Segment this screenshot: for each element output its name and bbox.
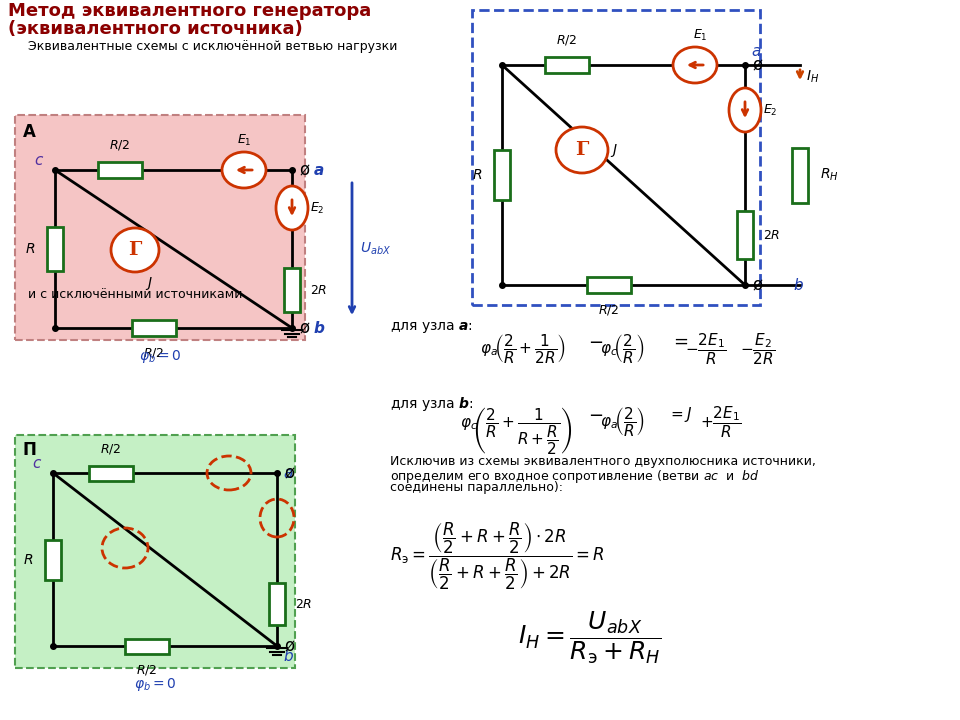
Text: $J$: $J$: [145, 275, 153, 292]
Bar: [98, 162, 142, 178]
Text: $\varphi_c\!\left(\dfrac{2}{R}\right)$: $\varphi_c\!\left(\dfrac{2}{R}\right)$: [600, 332, 644, 365]
Text: ø: ø: [284, 464, 294, 482]
Text: $R$: $R$: [25, 242, 35, 256]
Text: $\varphi_b = 0$: $\varphi_b = 0$: [133, 676, 177, 693]
Text: $R/2$: $R/2$: [143, 346, 164, 360]
Text: $2R$: $2R$: [310, 284, 327, 297]
Ellipse shape: [276, 186, 308, 230]
Text: $I_H = \dfrac{U_{abX}}{R_{\rm э}+R_H}$: $I_H = \dfrac{U_{abX}}{R_{\rm э}+R_H}$: [518, 610, 661, 666]
Bar: [132, 320, 176, 336]
Text: $-\dfrac{2E_1}{R}$: $-\dfrac{2E_1}{R}$: [685, 332, 727, 367]
Ellipse shape: [222, 152, 266, 188]
Text: b: b: [314, 320, 324, 336]
Text: $a$: $a$: [751, 44, 761, 59]
Text: Эквивалентные схемы с исключённой ветвью нагрузки: Эквивалентные схемы с исключённой ветвью…: [28, 40, 397, 53]
Text: $R/2$: $R/2$: [136, 663, 157, 677]
Bar: [15, 115, 305, 340]
Text: ø: ø: [299, 161, 309, 179]
Text: ø: ø: [299, 319, 309, 337]
Text: $=$: $=$: [670, 332, 688, 350]
Bar: [47, 227, 63, 271]
Text: $b$: $b$: [283, 648, 294, 664]
Bar: [15, 435, 295, 668]
Text: $E_2$: $E_2$: [763, 102, 778, 117]
Text: Исключив из схемы эквивалентного двухполюсника источники,: Исключив из схемы эквивалентного двухпол…: [390, 455, 816, 468]
Text: $R$: $R$: [471, 168, 482, 182]
Text: $R/2$: $R/2$: [109, 138, 131, 152]
Text: Метод эквивалентного генератора: Метод эквивалентного генератора: [8, 2, 372, 20]
Text: $2R$: $2R$: [295, 598, 312, 611]
Text: $R_{\rm э} = \dfrac{\left(\dfrac{R}{2}+R+\dfrac{R}{2}\right)\cdot 2R}{\left(\dfr: $R_{\rm э} = \dfrac{\left(\dfrac{R}{2}+R…: [390, 520, 605, 592]
Text: $a$: $a$: [283, 466, 294, 480]
Text: $U_{abX}$: $U_{abX}$: [360, 240, 391, 257]
Text: $+\dfrac{2E_1}{R}$: $+\dfrac{2E_1}{R}$: [700, 405, 741, 441]
Text: $b$: $b$: [793, 277, 804, 293]
Text: $J$: $J$: [610, 142, 618, 158]
Text: соединены параллельно):: соединены параллельно):: [390, 481, 563, 494]
Text: $R_H$: $R_H$: [820, 167, 839, 183]
Bar: [89, 466, 133, 480]
Bar: [545, 57, 589, 73]
Text: $R/2$: $R/2$: [101, 442, 122, 456]
Bar: [494, 150, 510, 200]
Bar: [269, 583, 285, 625]
Text: $-\dfrac{E_2}{2R}$: $-\dfrac{E_2}{2R}$: [740, 332, 775, 367]
Text: $2R$: $2R$: [763, 228, 780, 241]
Bar: [792, 148, 808, 202]
Text: $= J$: $= J$: [668, 405, 693, 424]
Text: $E_1$: $E_1$: [237, 133, 252, 148]
Text: c: c: [33, 456, 41, 471]
Text: $E_1$: $E_1$: [693, 28, 708, 43]
Text: Г: Г: [129, 241, 142, 259]
Text: $R$: $R$: [23, 552, 33, 567]
Text: c: c: [35, 153, 43, 168]
Text: $R/2$: $R/2$: [598, 303, 619, 317]
Bar: [587, 277, 631, 293]
Text: $-$: $-$: [588, 405, 603, 423]
Bar: [125, 639, 169, 654]
Text: определим его входное сопротивление (ветви $ac$  и  $bd$: определим его входное сопротивление (вет…: [390, 468, 759, 485]
Text: $\varphi_b = 0$: $\varphi_b = 0$: [138, 348, 181, 365]
Text: для узла $\boldsymbol{a}$:: для узла $\boldsymbol{a}$:: [390, 320, 473, 335]
Text: П: П: [23, 441, 36, 459]
Text: $I_H$: $I_H$: [806, 69, 819, 85]
Text: a: a: [314, 163, 324, 178]
Ellipse shape: [556, 127, 608, 173]
Ellipse shape: [729, 88, 761, 132]
Bar: [45, 539, 61, 580]
Text: ø: ø: [284, 637, 294, 655]
Bar: [737, 211, 753, 259]
Text: Г: Г: [575, 141, 588, 159]
Text: ø: ø: [752, 276, 762, 294]
Ellipse shape: [673, 47, 717, 83]
Bar: [284, 268, 300, 312]
Text: $\varphi_c\!\left(\dfrac{2}{R}+\dfrac{1}{R+\dfrac{R}{2}}\right)$: $\varphi_c\!\left(\dfrac{2}{R}+\dfrac{1}…: [460, 405, 573, 456]
Text: ø: ø: [752, 56, 762, 74]
Ellipse shape: [111, 228, 159, 272]
Text: для узла $\boldsymbol{b}$:: для узла $\boldsymbol{b}$:: [390, 395, 473, 413]
Text: A: A: [23, 123, 36, 141]
Text: (эквивалентного источника): (эквивалентного источника): [8, 20, 302, 38]
Bar: [472, 10, 760, 305]
Text: $R/2$: $R/2$: [557, 33, 578, 47]
Text: $-$: $-$: [588, 332, 603, 350]
Text: $E_2$: $E_2$: [310, 200, 324, 215]
Text: $\varphi_a\!\left(\dfrac{2}{R}\right)$: $\varphi_a\!\left(\dfrac{2}{R}\right)$: [600, 405, 645, 438]
Text: и с исключёнными источниками: и с исключёнными источниками: [28, 288, 242, 301]
Text: $\varphi_a\!\left(\dfrac{2}{R}+\dfrac{1}{2R}\right)$: $\varphi_a\!\left(\dfrac{2}{R}+\dfrac{1}…: [480, 332, 566, 365]
